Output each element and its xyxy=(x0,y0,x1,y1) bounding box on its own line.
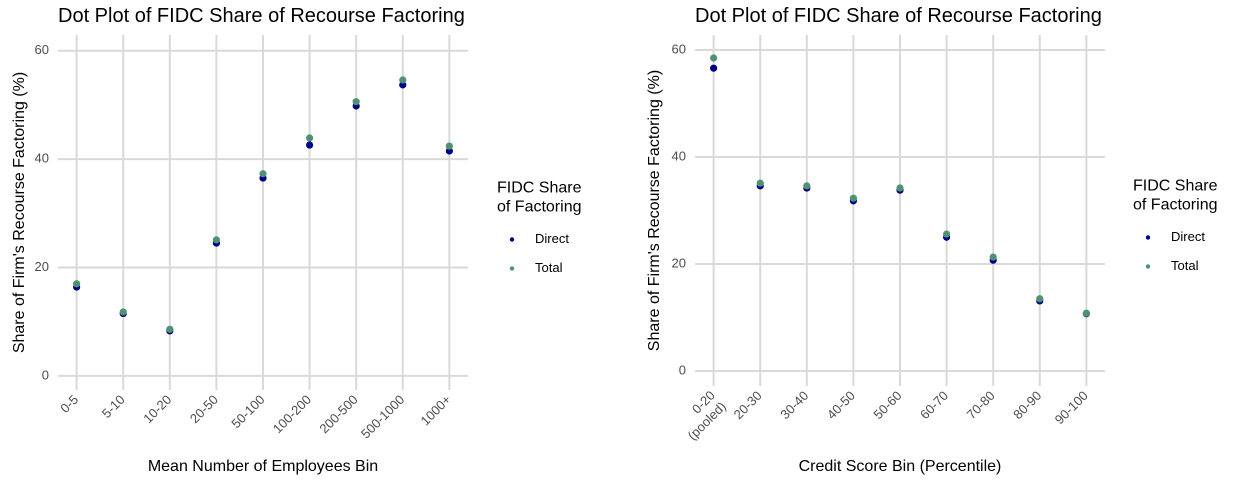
legend-title: FIDC Share of Factoring xyxy=(497,180,582,216)
x-tick-label: 500-1000 xyxy=(358,392,407,441)
y-tick-label: 20 xyxy=(35,259,49,274)
x-tick-label: 90-100 xyxy=(1052,388,1091,427)
data-point xyxy=(896,184,904,192)
data-point xyxy=(989,253,997,261)
x-tick-label: 50-60 xyxy=(870,388,904,422)
data-point xyxy=(166,325,174,333)
legend-marker xyxy=(509,266,515,271)
x-tick-label: 0-5 xyxy=(57,392,81,416)
data-point xyxy=(849,194,858,202)
data-point xyxy=(756,179,764,187)
data-point xyxy=(710,54,718,62)
x-tick-label: 200-500 xyxy=(316,392,360,436)
x-tick-label: 80-90 xyxy=(1010,388,1044,422)
data-point xyxy=(942,230,951,238)
x-tick-label: 0-20(pooled) xyxy=(674,388,729,443)
legend-marker xyxy=(1145,235,1151,240)
chart-panel: Dot Plot of FIDC Share of Recourse Facto… xyxy=(646,5,1217,475)
legend-label: Total xyxy=(1171,258,1199,273)
data-point xyxy=(1036,295,1044,303)
y-tick-label: 0 xyxy=(42,367,49,382)
x-tick-label: 60-70 xyxy=(917,388,951,422)
x-tick-label: 40-50 xyxy=(824,388,858,422)
data-point xyxy=(119,308,127,316)
legend-marker xyxy=(509,237,515,242)
x-axis-title: Mean Number of Employees Bin xyxy=(148,458,378,475)
x-tick-label: 1000+ xyxy=(417,392,453,428)
y-tick-label: 0 xyxy=(679,362,686,377)
data-point xyxy=(305,141,314,149)
x-tick-label: 20-50 xyxy=(187,392,221,426)
y-tick-label: 60 xyxy=(672,41,686,56)
x-tick-label: 20-30 xyxy=(731,388,765,422)
data-point xyxy=(1082,309,1090,317)
x-axis-title: Credit Score Bin (Percentile) xyxy=(799,458,1002,475)
legend-marker xyxy=(1145,264,1151,269)
y-tick-label: 40 xyxy=(35,151,49,166)
data-point xyxy=(710,64,718,72)
y-tick-label: 20 xyxy=(672,255,686,270)
y-axis-title: Share of Firm's Recourse Factoring (%) xyxy=(646,70,663,351)
y-axis-title: Share of Firm's Recourse Factoring (%) xyxy=(11,72,28,353)
data-point xyxy=(305,134,314,142)
data-point xyxy=(399,76,407,84)
legend-title: FIDC Share of Factoring xyxy=(1133,178,1218,214)
chart-title: Dot Plot of FIDC Share of Recourse Facto… xyxy=(58,5,465,27)
legend-label: Total xyxy=(535,260,563,275)
x-tick-label: 5-10 xyxy=(99,392,128,421)
chart-title: Dot Plot of FIDC Share of Recourse Facto… xyxy=(695,5,1102,27)
data-point xyxy=(352,98,360,106)
x-tick-label: 100-200 xyxy=(270,392,314,436)
legend-label: Direct xyxy=(1171,229,1205,244)
data-point xyxy=(259,170,267,178)
x-tick-label: 50-100 xyxy=(228,392,267,431)
chart-panel: Dot Plot of FIDC Share of Recourse Facto… xyxy=(11,5,581,475)
data-point xyxy=(73,280,81,288)
legend-label: Direct xyxy=(535,231,569,246)
x-tick-label: 30-40 xyxy=(777,388,811,422)
x-tick-label: 10-20 xyxy=(140,392,174,426)
x-tick-label: 70-80 xyxy=(964,388,998,422)
y-tick-label: 40 xyxy=(672,148,686,163)
y-tick-label: 60 xyxy=(35,42,49,57)
data-point xyxy=(445,142,453,150)
data-point xyxy=(212,236,221,244)
data-point xyxy=(803,182,811,190)
